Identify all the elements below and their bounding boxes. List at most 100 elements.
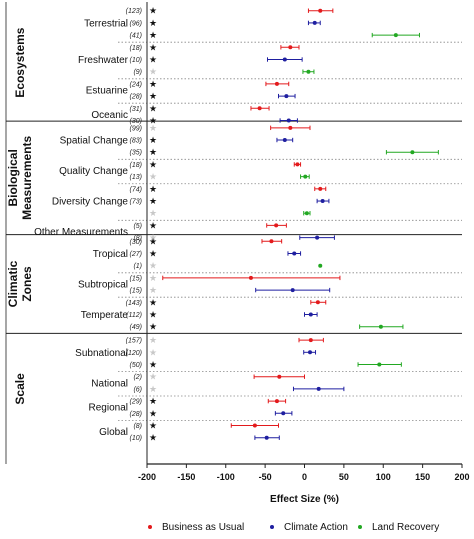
category-label: Oceanic [91,110,128,121]
significance-star: ★ [149,385,157,395]
data-point [318,263,323,268]
data-point [282,57,287,62]
data-point [252,423,257,428]
x-tick-label: 100 [376,472,391,482]
category-label: Regional [89,403,128,414]
significance-star: ★ [149,197,157,207]
data-point [315,235,320,240]
data-point [292,251,297,256]
data-point [274,223,279,228]
sample-count: (13) [130,174,142,181]
data-point [378,324,383,329]
data-point [308,338,313,343]
sample-count: (123) [126,8,142,15]
significance-star: ★ [149,274,157,284]
data-point [306,69,311,74]
data-point [264,435,269,440]
data-point [248,275,253,280]
data-point [257,106,262,111]
x-axis-title: Effect Size (%) [270,494,339,505]
legend-label: Land Recovery [372,522,439,533]
data-point [318,186,323,191]
sample-count: (28) [130,411,142,418]
x-tick-label: -100 [217,472,235,482]
data-point [269,239,274,244]
sample-count: (143) [126,300,142,307]
category-label: Temperate [81,310,129,321]
data-point [393,33,398,38]
sample-count: (157) [126,338,142,345]
data-point [274,399,279,404]
legend-label: Climate Action [284,522,348,533]
significance-star: ★ [149,237,157,247]
significance-star: ★ [149,221,157,231]
x-tick-label: -150 [177,472,195,482]
sample-count: (73) [130,199,142,206]
significance-star: ★ [149,56,157,66]
data-point [377,362,382,367]
category-label: Quality Change [59,166,128,177]
data-point [320,199,325,204]
data-point [274,81,279,86]
sample-count: (6) [133,386,142,393]
x-tick-label: -200 [138,472,156,482]
sample-count: (49) [130,324,142,331]
significance-star: ★ [149,310,157,320]
category-label: Diversity Change [52,197,129,208]
group-label-2: ClimaticZones [6,260,34,307]
significance-star: ★ [149,286,157,296]
significance-star: ★ [149,409,157,419]
category-label: Other Measurements [34,227,128,238]
data-point [295,162,300,167]
sample-count: (96) [130,20,142,27]
x-tick-label: 200 [454,472,469,482]
category-label: Estuarine [86,86,129,97]
significance-star: ★ [149,160,157,170]
data-point [277,374,282,379]
significance-star: ★ [149,234,157,244]
significance-star: ★ [149,262,157,272]
sample-count: (99) [130,125,142,132]
legend-marker [148,525,152,529]
data-point [303,174,308,179]
sample-count: (30) [130,239,142,246]
data-point [410,150,415,155]
significance-star: ★ [149,80,157,90]
data-point [288,125,293,130]
sample-count: (2) [133,374,142,381]
significance-star: ★ [149,373,157,383]
sample-count: (18) [130,45,142,52]
group-label-0: Ecosystems [13,27,27,97]
significance-star: ★ [149,136,157,146]
legend-marker [270,525,274,529]
data-point [282,138,287,143]
significance-star: ★ [149,92,157,102]
significance-star: ★ [149,117,157,127]
category-label: Freshwater [78,55,129,66]
group-label-3: Scale [13,373,27,405]
sample-count: (74) [130,186,142,193]
sample-count: (9) [133,69,142,76]
data-point [288,45,293,50]
x-tick-label: 150 [415,472,430,482]
sample-count: (18) [130,162,142,169]
significance-star: ★ [149,68,157,78]
sample-count: (27) [130,251,142,258]
significance-star: ★ [149,43,157,53]
sample-count: (50) [130,362,142,369]
sample-count: (28) [130,94,142,101]
data-point [308,312,313,317]
x-tick-label: -50 [259,472,272,482]
category-label: Subnational [75,348,128,359]
data-point [308,350,313,355]
data-point [315,300,320,305]
category-label: Global [99,427,128,438]
x-tick-label: 50 [339,472,349,482]
sample-count: (31) [130,106,142,113]
significance-star: ★ [149,336,157,346]
significance-star: ★ [149,185,157,195]
significance-star: ★ [149,173,157,183]
sample-count: (10) [130,57,142,64]
data-point [304,211,309,216]
